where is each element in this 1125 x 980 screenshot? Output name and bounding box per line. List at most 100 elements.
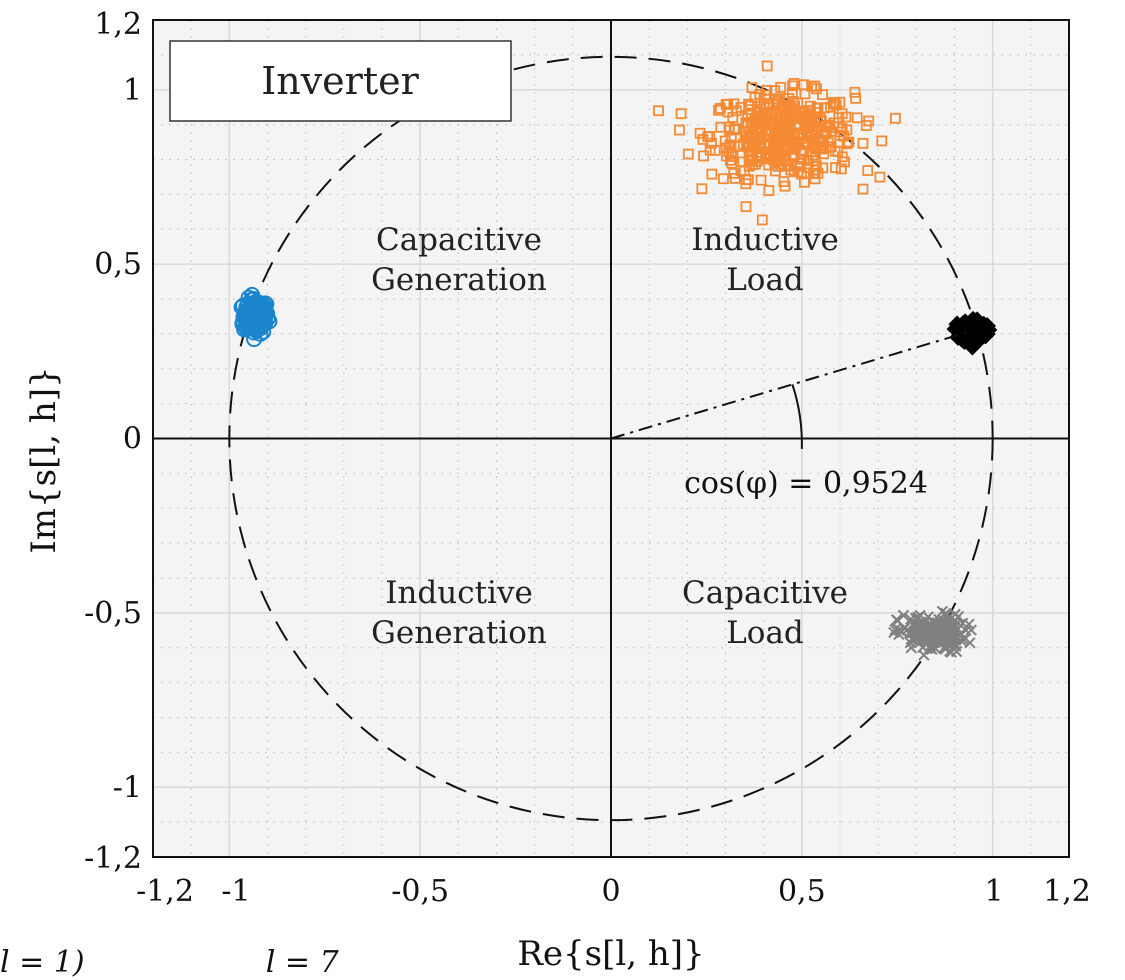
legend-box: Inverter — [169, 40, 512, 122]
data-point — [841, 124, 853, 136]
data-point — [786, 88, 798, 100]
quadrant-label-q3: Generation — [371, 615, 547, 651]
data-point — [963, 618, 975, 630]
x-tick-label: -1 — [221, 874, 250, 909]
data-point — [890, 614, 903, 626]
x-tick-label: -1,2 — [136, 874, 194, 909]
data-point — [758, 98, 770, 109]
data-point — [965, 624, 977, 636]
data-point — [857, 183, 869, 195]
y-tick-label: 1,2 — [94, 7, 142, 42]
quadrant-label-q2: Generation — [371, 262, 547, 298]
data-point — [923, 633, 936, 645]
quadrant-label-q4: Load — [726, 615, 804, 651]
data-point — [810, 152, 821, 164]
data-point — [811, 83, 822, 95]
data-point — [747, 153, 759, 165]
data-point — [935, 635, 948, 647]
data-point — [682, 148, 694, 160]
data-point — [931, 624, 943, 636]
data-point — [721, 150, 732, 162]
data-point — [948, 315, 966, 333]
data-point — [841, 138, 853, 150]
data-point — [737, 138, 749, 150]
quadrant-label-q1: Load — [726, 262, 804, 298]
data-point — [779, 153, 791, 165]
data-point — [840, 111, 852, 123]
data-point — [775, 81, 787, 93]
y-tick-label: 0 — [123, 422, 142, 457]
data-point — [836, 151, 848, 163]
data-point — [929, 642, 942, 655]
data-point — [742, 109, 754, 121]
data-point — [765, 151, 777, 163]
data-point — [718, 173, 729, 185]
data-point — [694, 127, 706, 139]
quadrant-label-q4: Capacitive — [682, 575, 848, 611]
data-point — [755, 174, 767, 186]
annotation-layer: cos(φ) = 0,9524 Inductive Load Capacitive Ge… — [371, 222, 974, 651]
data-point — [835, 126, 847, 138]
data-point — [696, 183, 708, 195]
data-point — [811, 102, 823, 114]
data-point — [808, 139, 820, 151]
series-cross-points — [888, 605, 977, 661]
data-point — [730, 105, 742, 117]
data-point — [720, 142, 732, 154]
data-point — [809, 80, 821, 92]
data-point — [751, 127, 763, 139]
data-point — [830, 99, 842, 111]
power-factor-label: cos(φ) = 0,9524 — [684, 466, 928, 501]
data-point — [242, 305, 259, 322]
data-point — [942, 612, 954, 624]
series-circle-points — [233, 286, 278, 348]
x-tick-label: 0,5 — [778, 874, 826, 909]
data-point — [726, 157, 738, 169]
data-point — [818, 102, 830, 114]
data-point — [752, 113, 764, 125]
data-point — [817, 162, 829, 174]
data-point — [944, 638, 956, 651]
data-point — [824, 122, 836, 134]
data-point — [709, 145, 721, 156]
data-point — [787, 136, 799, 147]
data-point — [829, 145, 841, 157]
data-point — [954, 628, 967, 641]
data-point — [860, 120, 872, 131]
data-point — [935, 624, 947, 637]
y-tick-label: 0,5 — [94, 247, 142, 282]
data-point — [754, 110, 766, 122]
data-point — [911, 613, 923, 625]
x-tick-label: 1,2 — [1043, 874, 1091, 909]
data-point — [781, 118, 793, 130]
y-tick-label: 1 — [123, 73, 142, 108]
data-point — [729, 123, 741, 135]
data-point — [796, 153, 808, 165]
data-point — [809, 164, 821, 176]
data-point — [697, 134, 709, 145]
data-point — [653, 105, 664, 117]
quadrant-label-q3: Inductive — [385, 575, 533, 611]
data-point — [798, 79, 810, 91]
data-point — [771, 144, 783, 155]
data-point — [763, 185, 775, 196]
tick-label-layer: -1,2 -1 -0,5 0 0,5 1 1,2 -1,2 -1 -0,5 0 0,5 1 1,2 — [84, 7, 1091, 909]
caption-fragment: l = 1) l = 7 — [0, 945, 339, 980]
data-point — [752, 133, 764, 145]
data-point — [862, 165, 874, 176]
data-point — [799, 111, 810, 123]
data-point — [698, 150, 709, 162]
data-point — [971, 318, 989, 337]
y-tick-label: -1 — [113, 770, 142, 805]
power-factor-line — [610, 329, 974, 440]
data-point — [740, 201, 752, 213]
legend-title: Inverter — [261, 59, 419, 103]
data-point — [770, 165, 781, 177]
data-point — [964, 637, 976, 649]
data-point — [735, 165, 747, 176]
data-point — [674, 124, 685, 136]
data-point — [776, 100, 788, 112]
data-point — [761, 84, 773, 96]
data-point — [802, 155, 814, 166]
